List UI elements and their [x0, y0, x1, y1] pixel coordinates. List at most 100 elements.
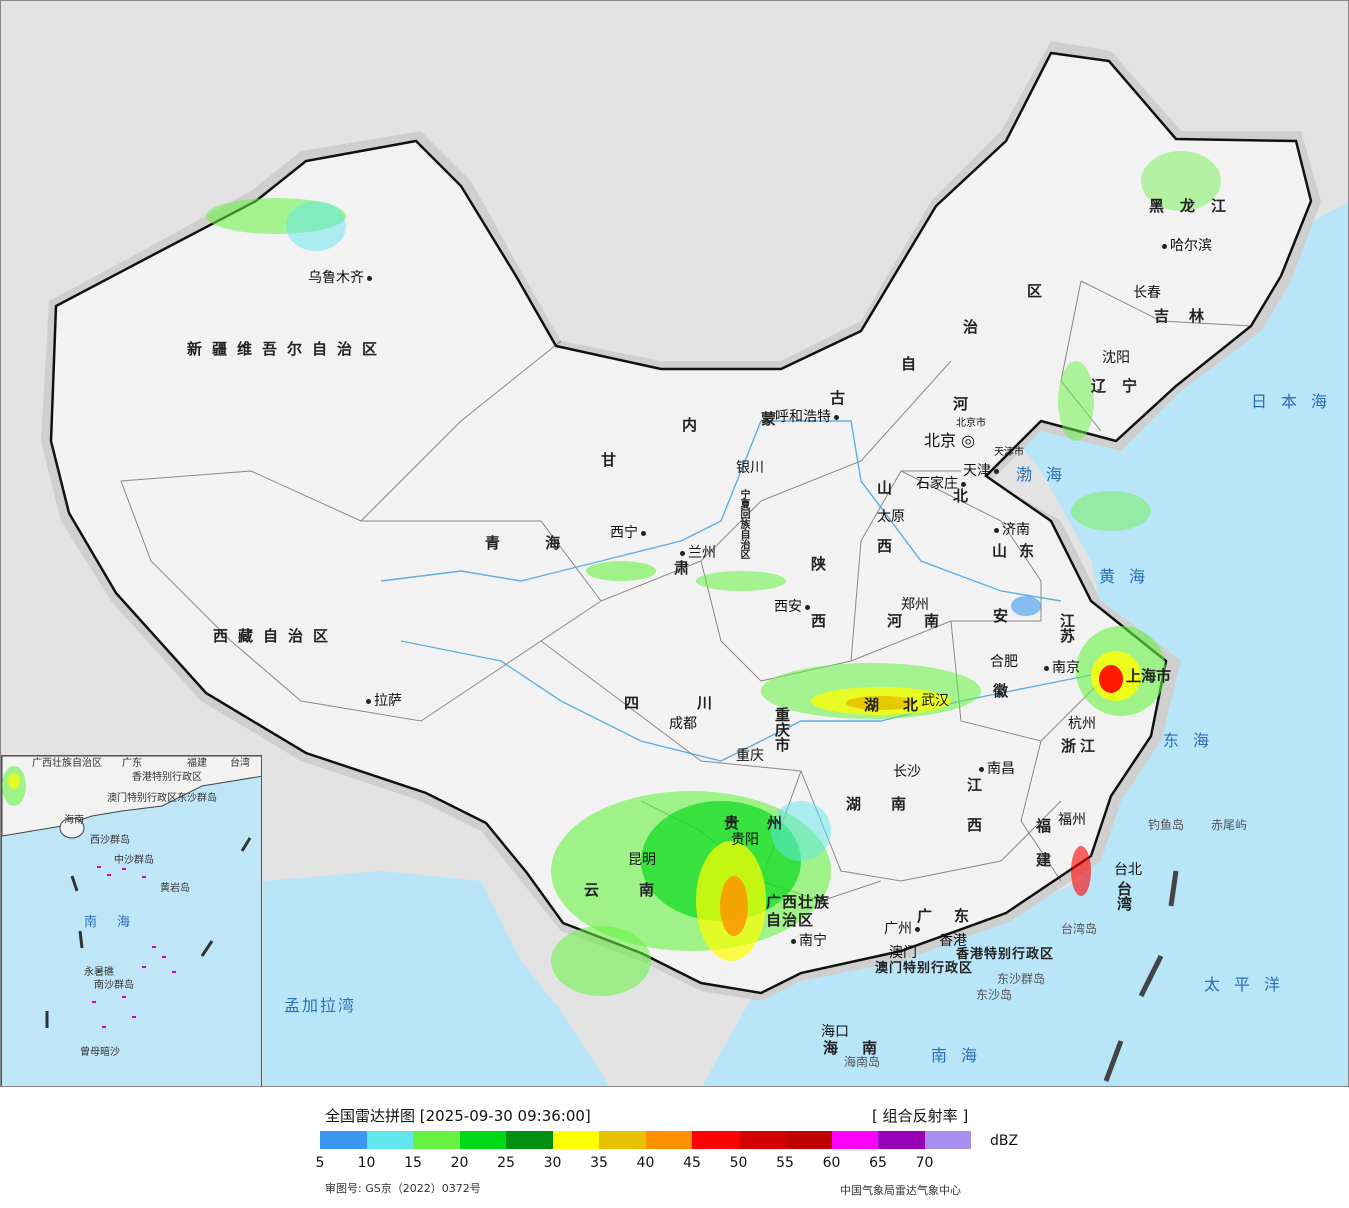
city-taibei: 台北	[1114, 862, 1142, 878]
province-liaoning: 辽宁	[1091, 377, 1154, 395]
rivers	[380, 420, 1112, 762]
province-qinghai: 青 海	[485, 534, 581, 552]
scale-tick-label: 45	[683, 1155, 701, 1171]
city-hangzhou: 杭州	[1068, 716, 1096, 732]
island-diaoyu: 钓鱼岛	[1148, 818, 1185, 832]
province-yunnan: 云南	[584, 881, 695, 899]
color-swatch	[552, 1131, 599, 1149]
province-fujian-2: 建	[1036, 851, 1062, 869]
radar-echoes	[206, 151, 1221, 996]
province-shanxi-1: 山	[877, 479, 903, 497]
island-chiwei: 赤尾屿	[1211, 818, 1248, 832]
province-xinjiang: 新疆维吾尔自治区	[187, 340, 388, 358]
color-swatch	[738, 1131, 785, 1149]
city-aomen: 澳门	[889, 945, 917, 961]
province-henan: 河南	[887, 612, 962, 630]
review-number: 审图号: GS京（2022）0372号	[325, 1182, 481, 1195]
sea-label-japan: 日本海	[1251, 392, 1342, 411]
province-jiangsu: 江苏	[1058, 613, 1076, 643]
province-hk: 香港特别行政区	[956, 947, 1055, 962]
province-shanghai: 上海市	[1126, 667, 1172, 685]
city-lhasa: 拉萨	[363, 694, 402, 708]
city-hongkong: 香港	[939, 933, 967, 949]
inset-label-taiwan: 台湾	[230, 758, 250, 769]
province-jilin: 吉林	[1154, 307, 1225, 325]
color-scale-ticks: 5 10 15 20 25 30 35 40 45 50 55 60 65 70	[0, 1155, 1349, 1173]
island-dongsha-qundao: 东沙群岛	[997, 972, 1046, 986]
map-canvas	[41, 41, 1348, 1086]
province-hubei: 湖北	[864, 696, 943, 714]
scale-tick-label: 50	[729, 1155, 748, 1171]
province-heilongjiang: 黑龙江	[1149, 197, 1243, 215]
sea-label-bengal: 孟加拉湾	[284, 996, 357, 1015]
province-shandong: 山东	[992, 542, 1047, 560]
legend-product: [ 组合反射率 ]	[872, 1107, 969, 1125]
color-swatch	[366, 1131, 413, 1149]
inset-label-nansha: 南沙群岛	[94, 980, 134, 991]
city-shenyang: 沈阳	[1102, 350, 1130, 366]
sea-label-bohai: 渤海	[1016, 465, 1077, 484]
inset-hainan	[59, 817, 85, 839]
city-xian: 西安	[774, 600, 813, 614]
province-macau: 澳门特别行政区	[875, 961, 974, 976]
scale-tick-label: 25	[497, 1155, 515, 1171]
scale-tick-label: 30	[543, 1155, 562, 1171]
color-scale	[320, 1131, 971, 1149]
city-kunming: 昆明	[628, 852, 656, 868]
color-swatch	[599, 1131, 646, 1149]
south-china-sea-inset: 广西壮族自治区 广东 福建 台湾 香港特别行政区 澳门特别行政区 东沙群岛 海南…	[1, 755, 262, 1086]
province-zhejiang: 浙江	[1061, 737, 1100, 755]
province-shaanxi-1: 陕	[811, 555, 837, 573]
scale-tick-label: 15	[404, 1155, 422, 1171]
province-neimenggu-6: 区	[1027, 282, 1053, 300]
sea-label-taipingyang: 太平洋	[1204, 975, 1295, 994]
province-anhui-1: 安	[993, 607, 1019, 625]
sea-label-nanhai: 南海	[931, 1046, 992, 1065]
inset-reefs	[92, 866, 176, 1028]
city-haikou: 海口	[821, 1024, 849, 1040]
province-guizhou: 贵州	[724, 814, 811, 832]
province-jiangxi-2: 西	[967, 816, 993, 834]
bay-of-bengal	[263, 871, 610, 1086]
city-fuzhou: 福州	[1058, 812, 1086, 828]
province-jiangxi-1: 江	[967, 776, 993, 794]
island-dongsha: 东沙岛	[976, 988, 1013, 1002]
province-neimenggu-5: 治	[963, 318, 989, 336]
color-swatch	[413, 1131, 460, 1149]
legend-panel: 全国雷达拼图 [2025-09-30 09:36:00] [ 组合反射率 ] d…	[0, 1087, 1349, 1208]
scale-tick-label: 65	[869, 1155, 887, 1171]
inset-label-huangyan: 黄岩岛	[160, 883, 190, 894]
radar-map[interactable]: 日本海 渤海 黄海 东海 太平洋 南海 孟加拉湾 新疆维吾尔自治区 西藏自治区 …	[0, 0, 1349, 1087]
scale-tick-label: 40	[636, 1155, 655, 1171]
ocean-area	[702, 301, 1348, 1086]
scale-tick-label: 5	[315, 1155, 325, 1171]
organization: 中国气象局雷达气象中心	[840, 1184, 961, 1197]
inset-label-nanhai: 南海	[84, 915, 151, 930]
city-urumqi: 乌鲁木齐	[308, 271, 375, 285]
city-harbin: 哈尔滨	[1159, 239, 1212, 253]
city-xining: 西宁	[610, 526, 649, 540]
color-swatch	[878, 1131, 925, 1149]
color-swatch	[831, 1131, 878, 1149]
province-neimenggu-4: 自	[901, 355, 927, 373]
color-swatch	[924, 1131, 971, 1149]
scale-tick-label: 20	[450, 1155, 469, 1171]
city-nanchang: 南昌	[976, 762, 1015, 776]
inset-label-guangdong: 广东	[122, 758, 142, 769]
city-yinchuan: 银川	[736, 460, 764, 476]
color-swatch	[785, 1131, 832, 1149]
scale-tick-label: 60	[822, 1155, 841, 1171]
city-tianjin: 天津	[963, 464, 1002, 478]
color-swatch	[320, 1131, 367, 1149]
province-hainan: 海南	[823, 1039, 902, 1057]
scale-tick-label: 55	[776, 1155, 794, 1171]
sea-label-huanghai: 黄海	[1099, 567, 1160, 586]
city-hohhot: 呼和浩特	[775, 410, 842, 424]
city-shijiazhuang: 石家庄	[916, 477, 969, 491]
province-gansu: 甘	[601, 451, 627, 469]
color-swatch	[692, 1131, 739, 1149]
city-beijing-municipality: 北京市	[956, 418, 986, 429]
province-hunan: 湖南	[846, 795, 937, 813]
inset-label-xisha: 西沙群岛	[90, 835, 130, 846]
inset-label-hk: 香港特别行政区	[132, 772, 202, 783]
